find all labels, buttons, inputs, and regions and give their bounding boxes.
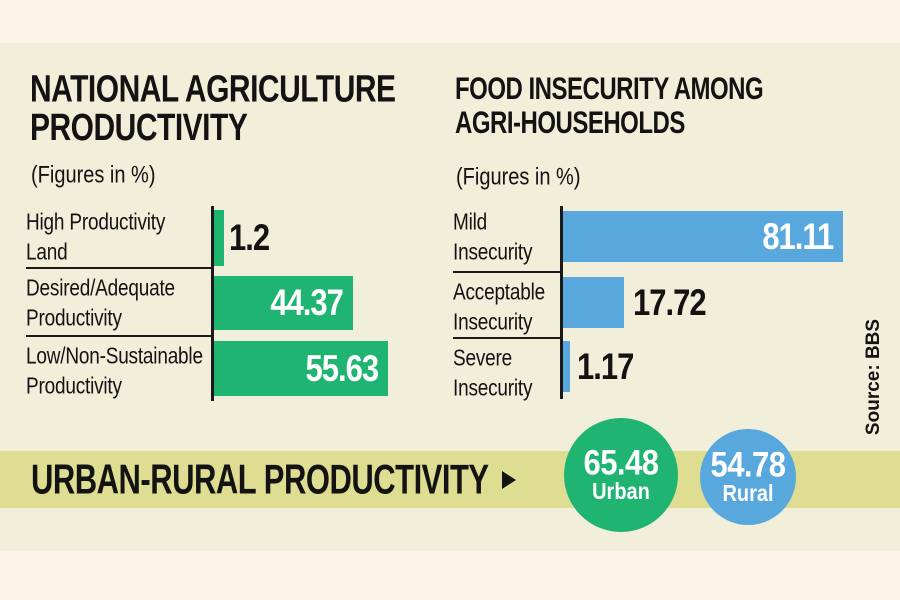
rural-label: Rural	[722, 481, 774, 507]
left-row2-label-text: Desired/Adequate Productivity	[26, 276, 175, 332]
right-row1-label-text: Mild Insecurity	[453, 210, 533, 266]
left-chart-row-label: Desired/Adequate Productivity	[26, 269, 212, 337]
right-chart-title: FOOD INSECURITY AMONG AGRI-HOUSEHOLDS	[455, 71, 764, 141]
urban-value: 65.48	[583, 442, 659, 483]
bar-value-label: 44.37	[270, 281, 344, 324]
bar-value-label: 81.11	[762, 214, 834, 257]
bar-high-productivity-land	[214, 210, 224, 266]
left-chart-row-label: High Productivity Land	[26, 203, 212, 269]
right-chart-row-label: Severe Insecurity	[453, 339, 561, 401]
right-chart-title-line1: FOOD INSECURITY AMONG	[455, 71, 764, 107]
bar-value-label: 55.63	[305, 346, 380, 389]
right-chart-subtitle: (Figures in %)	[456, 164, 581, 191]
right-arrow-icon	[501, 470, 516, 489]
urban-label: Urban	[592, 479, 650, 505]
urban-productivity-badge: 65.48 Urban	[564, 418, 678, 532]
bottom-band: URBAN-RURAL PRODUCTIVITY	[31, 451, 516, 508]
right-row2-label-text: Acceptable Insecurity	[453, 280, 546, 336]
rural-value: 54.78	[710, 444, 786, 485]
rural-productivity-badge: 54.78 Rural	[700, 429, 796, 525]
bar-value-label: 1.17	[577, 344, 634, 387]
left-chart-axis-line	[211, 206, 214, 401]
left-chart-title: NATIONAL AGRICULTURE PRODUCTIVITY	[30, 68, 396, 150]
bar-acceptable-insecurity	[563, 277, 625, 328]
bar-severe-insecurity	[563, 341, 570, 392]
left-chart-title-line1: NATIONAL AGRICULTURE	[30, 68, 396, 111]
left-chart-row-label: Low/Non-Sustainable Productivity	[26, 337, 212, 401]
right-row3-label-text: Severe Insecurity	[453, 346, 533, 402]
left-chart-title-line2: PRODUCTIVITY	[30, 106, 248, 150]
bar-value-label: 17.72	[633, 280, 707, 323]
bar-desired-adequate-productivity: 44.37	[214, 276, 353, 330]
source-credit: Source: BBS	[863, 318, 884, 436]
bar-mild-insecurity: 81.11	[563, 211, 844, 262]
left-row3-label-text: Low/Non-Sustainable Productivity	[26, 344, 203, 400]
left-row1-label-text: High Productivity Land	[26, 210, 166, 266]
right-chart-title-line2: AGRI-HOUSEHOLDS	[455, 105, 685, 141]
right-chart-axis-line	[560, 206, 563, 399]
right-chart-row-label: Mild Insecurity	[453, 203, 561, 273]
bar-low-non-sustainable-productivity: 55.63	[214, 341, 389, 396]
right-chart-row-label: Acceptable Insecurity	[453, 273, 561, 339]
bottom-band-title: URBAN-RURAL PRODUCTIVITY	[31, 455, 489, 503]
bar-value-label: 1.2	[229, 216, 270, 259]
left-chart-subtitle: (Figures in %)	[31, 162, 156, 189]
